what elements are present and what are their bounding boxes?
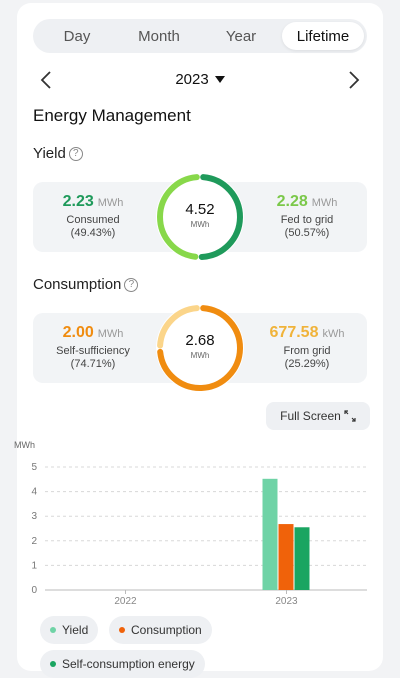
y-tick-label: 0 (31, 585, 37, 596)
year-selector[interactable]: 2023 (33, 71, 367, 88)
section-title: Energy Management (33, 106, 191, 125)
consumption-heading: Consumption ? (33, 276, 139, 293)
fed-to-grid-label: Fed to grid (280, 214, 334, 226)
from-grid-pct: (25.29%) (284, 358, 330, 370)
period-navigator: 2023 (33, 67, 367, 93)
tab-lifetime[interactable]: Lifetime (282, 22, 364, 50)
fed-to-grid-value: 2.28 (276, 193, 308, 210)
yield-total-value: 4.52 (185, 201, 215, 218)
legend-dot (119, 627, 125, 633)
bar-consumption (278, 524, 294, 590)
consumption-grid-arc (157, 305, 200, 349)
from-grid-value: 677.58 (269, 324, 319, 341)
tab-day[interactable]: Day (63, 27, 91, 45)
legend-dot (50, 661, 56, 667)
self-sufficiency-summary: 2.00 MWh Self-sufficiency (74.71%) (33, 313, 153, 383)
help-icon[interactable]: ? (68, 146, 83, 161)
yield-fed-arc (157, 174, 200, 260)
consumed-label: Consumed (66, 214, 120, 226)
legend-dot (50, 627, 56, 633)
legend-self-consumption[interactable]: Self-consumption energy (40, 650, 205, 678)
chevron-left-icon[interactable] (33, 67, 59, 93)
legend-yield[interactable]: Yield (40, 616, 99, 644)
legend-yield-label: Yield (62, 623, 89, 637)
full-screen-button[interactable]: Full Screen (266, 402, 370, 430)
yield-donut: 4.52 MWh (154, 171, 246, 263)
self-sufficiency-label: Self-sufficiency (56, 345, 130, 357)
x-tick-label: 2022 (114, 596, 137, 607)
yield-heading: Yield ? (33, 145, 83, 162)
y-tick-label: 4 (31, 487, 37, 498)
yield-consumed-arc (198, 174, 243, 260)
period-tabs: Day Month Year Lifetime (33, 19, 367, 53)
legend-self-consumption-label: Self-consumption energy (62, 657, 195, 671)
consumed-pct: (49.43%) (70, 227, 116, 239)
from-grid-unit: kWh (322, 328, 345, 340)
expand-icon (344, 410, 356, 422)
fed-to-grid-unit: MWh (311, 197, 338, 209)
legend-consumption-label: Consumption (131, 623, 202, 637)
yield-label: Yield (33, 145, 66, 162)
yield-total-unit: MWh (190, 220, 210, 229)
self-sufficiency-unit: MWh (97, 328, 124, 340)
consumption-total-value: 2.68 (185, 332, 215, 349)
y-axis-unit: MWh (14, 440, 35, 450)
y-tick-label: 2 (31, 536, 37, 547)
consumption-donut: 2.68 MWh (154, 302, 246, 394)
y-tick-label: 5 (31, 462, 37, 473)
consumption-label: Consumption (33, 276, 122, 293)
self-sufficiency-value: 2.00 (62, 324, 94, 341)
consumed-value: 2.23 (62, 193, 94, 210)
self-sufficiency-pct: (74.71%) (70, 358, 116, 370)
consumption-self-arc (157, 305, 243, 391)
consumed-summary: 2.23 MWh Consumed (49.43%) (33, 182, 153, 252)
from-grid-label: From grid (283, 345, 331, 357)
fed-to-grid-summary: 2.28 MWh Fed to grid (50.57%) (247, 182, 367, 252)
y-tick-label: 1 (31, 560, 37, 571)
energy-card: Day Month Year Lifetime 2023 Energy Mana… (17, 3, 383, 671)
tab-month[interactable]: Month (138, 27, 180, 45)
consumption-total-unit: MWh (190, 351, 210, 360)
consumed-unit: MWh (97, 197, 124, 209)
energy-bar-chart: MWh 0 1 2 3 4 5 2022 2023 (14, 440, 367, 607)
x-tick-label: 2023 (275, 596, 298, 607)
bar-self-consumption-energy (294, 527, 310, 590)
legend-consumption[interactable]: Consumption (109, 616, 212, 644)
fed-to-grid-pct: (50.57%) (284, 227, 330, 239)
caret-down-icon (214, 76, 225, 83)
from-grid-summary: 677.58 kWh From grid (25.29%) (247, 313, 367, 383)
year-label: 2023 (175, 71, 209, 88)
help-icon[interactable]: ? (124, 277, 139, 292)
full-screen-label: Full Screen (280, 409, 341, 423)
tab-year[interactable]: Year (225, 27, 257, 45)
bar-yield (262, 478, 278, 590)
y-tick-label: 3 (31, 511, 37, 522)
chevron-right-icon[interactable] (341, 67, 367, 93)
